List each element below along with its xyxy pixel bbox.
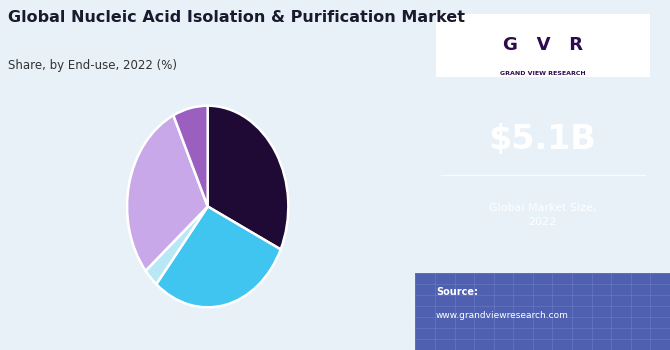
Wedge shape	[127, 115, 208, 271]
Text: G   V   R: G V R	[502, 36, 583, 55]
FancyBboxPatch shape	[436, 14, 650, 77]
Text: $5.1B: $5.1B	[489, 124, 596, 156]
Text: Global Nucleic Acid Isolation & Purification Market: Global Nucleic Acid Isolation & Purifica…	[8, 10, 465, 26]
Wedge shape	[208, 106, 288, 250]
Text: Source:: Source:	[436, 287, 478, 297]
Wedge shape	[145, 206, 208, 284]
Text: Global Market Size,
2022: Global Market Size, 2022	[489, 203, 596, 227]
Wedge shape	[156, 206, 281, 307]
Text: GRAND VIEW RESEARCH: GRAND VIEW RESEARCH	[500, 71, 586, 76]
Wedge shape	[174, 106, 208, 206]
Text: www.grandviewresearch.com: www.grandviewresearch.com	[436, 312, 569, 321]
Text: Share, by End-use, 2022 (%): Share, by End-use, 2022 (%)	[8, 60, 177, 72]
Bar	[415, 273, 670, 350]
